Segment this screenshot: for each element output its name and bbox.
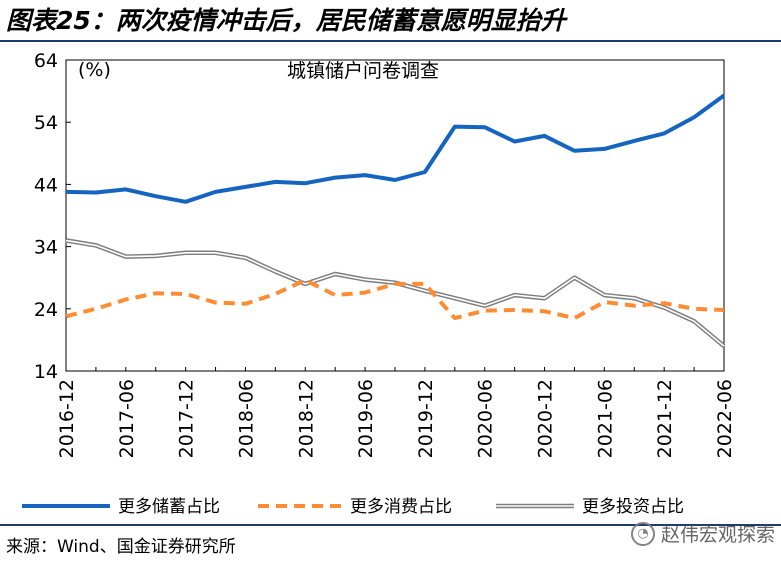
plot-frame [65, 59, 725, 372]
source-note: 来源：Wind、国金证券研究所 [6, 537, 236, 557]
x-tick-label: 2021-12 [654, 379, 676, 458]
x-tick-label: 2016-12 [56, 379, 78, 458]
x-tick-label: 2019-06 [355, 379, 377, 458]
x-tick-label: 2020-12 [535, 379, 557, 458]
series-investment-line-outer [65, 238, 726, 348]
watermark: ◔ 赵伟宏观探索 [630, 520, 775, 547]
y-tick-label: 44 [34, 174, 58, 196]
x-axis-ticks: 2016-12 2017-06 2017-12 2018-06 2018-12 2019-… [56, 367, 736, 458]
y-tick-label: 24 [34, 299, 58, 321]
legend-label: 更多投资占比 [582, 497, 684, 517]
series-savings-line [65, 93, 726, 204]
y-tick-label: 14 [34, 361, 58, 383]
title-divider [0, 40, 781, 42]
x-tick-label: 2017-12 [176, 379, 198, 458]
x-tick-label: 2019-12 [415, 379, 437, 458]
x-tick-label: 2018-12 [295, 379, 317, 458]
wechat-icon: ◔ [630, 521, 655, 546]
chart-axes [65, 59, 725, 372]
x-tick-label: 2017-06 [116, 379, 138, 458]
x-tick-label: 2021-06 [594, 379, 616, 458]
watermark-text: 赵伟宏观探索 [660, 524, 775, 546]
line-chart: 14 24 34 44 54 64 2016-12 2017-06 2017-12 2018-0… [22, 50, 736, 517]
chart-legend: 更多储蓄占比 更多消费占比 更多投资占比 [22, 497, 684, 517]
source-divider [0, 524, 781, 526]
x-tick-label: 2022-06 [714, 379, 736, 458]
y-unit-label: (%) [78, 59, 111, 81]
y-axis-ticks: 14 24 34 44 54 64 [34, 50, 71, 383]
legend-label: 更多消费占比 [350, 497, 452, 517]
legend-label: 更多储蓄占比 [118, 497, 220, 517]
chart-title: 城镇储户问卷调查 [287, 60, 439, 82]
y-tick-label: 64 [34, 50, 58, 72]
y-tick-label: 54 [34, 112, 58, 134]
series-consumption-line [65, 278, 725, 321]
series-layer [65, 93, 726, 348]
y-tick-label: 34 [34, 237, 58, 259]
x-tick-label: 2018-06 [235, 379, 257, 458]
x-tick-label: 2020-06 [475, 379, 497, 458]
figure-title: 图表25：两次疫情冲击后，居民储蓄意愿明显抬升 [6, 6, 566, 35]
